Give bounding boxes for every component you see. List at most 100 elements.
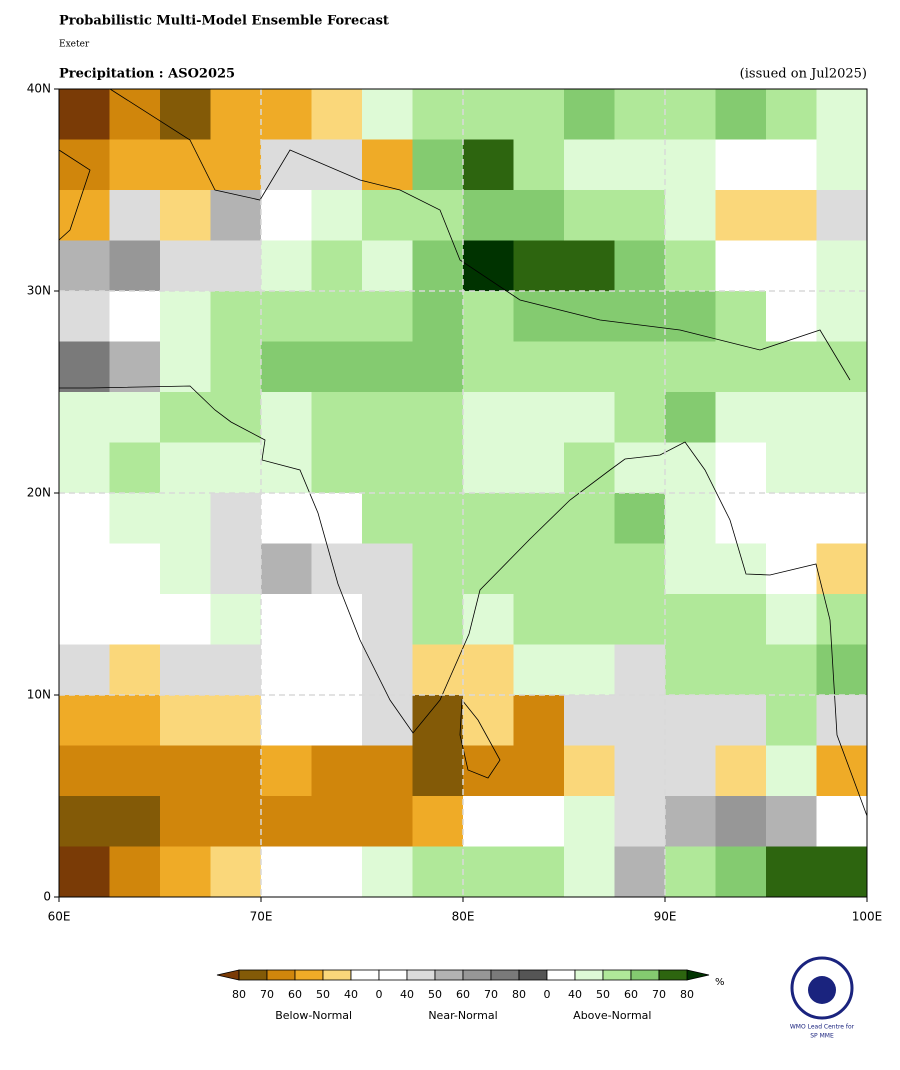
- cell: [59, 89, 110, 140]
- cell: [715, 846, 767, 898]
- cell: [59, 695, 110, 746]
- colorbar-label: 80: [232, 988, 246, 1001]
- cell: [513, 594, 565, 645]
- cell: [261, 695, 312, 746]
- cell: [715, 291, 767, 342]
- cell: [463, 139, 514, 191]
- cell: [261, 745, 312, 797]
- cell: [665, 543, 716, 595]
- colorbar-label: 60: [456, 988, 470, 1001]
- cell: [160, 644, 211, 696]
- cell: [160, 291, 211, 342]
- logo-text: WMO Lead Centre for: [790, 1024, 855, 1031]
- cell: [715, 341, 767, 393]
- cell: [160, 240, 211, 292]
- cell: [311, 695, 363, 746]
- colorbar-box: [406, 969, 436, 981]
- cell: [412, 392, 464, 443]
- cell: [614, 644, 666, 696]
- cell: [109, 846, 161, 898]
- cell: [109, 240, 161, 292]
- x-tick-label: 80E: [452, 910, 475, 924]
- cell: [665, 594, 716, 645]
- cell: [513, 442, 565, 494]
- cell: [614, 89, 666, 140]
- sri-lanka: [459, 698, 501, 779]
- colorbar-label: 40: [344, 988, 358, 1001]
- cell: [564, 745, 615, 797]
- cell: [816, 695, 868, 746]
- cell: [261, 543, 312, 595]
- cell: [513, 89, 565, 140]
- cell: [311, 846, 363, 898]
- colorbar-box: [350, 969, 380, 981]
- variable: Precipitation : ASO2025: [59, 67, 235, 82]
- cell: [463, 392, 514, 443]
- cell: [311, 139, 363, 191]
- cell: [210, 392, 262, 443]
- cell: [463, 493, 514, 544]
- colorbar-label: 80: [680, 988, 694, 1001]
- cell: [665, 392, 716, 443]
- cell: [564, 341, 615, 393]
- cell: [210, 240, 262, 292]
- colorbar-label: 50: [316, 988, 330, 1001]
- cell: [614, 745, 666, 797]
- cell: [160, 594, 211, 645]
- cell: [210, 745, 262, 797]
- cell: [109, 139, 161, 191]
- cell: [160, 139, 211, 191]
- cell: [261, 846, 312, 898]
- cell: [614, 442, 666, 494]
- cell: [463, 291, 514, 342]
- cell: [513, 190, 565, 241]
- cell: [665, 240, 716, 292]
- cell: [59, 594, 110, 645]
- cell: [665, 190, 716, 241]
- cell: [109, 190, 161, 241]
- cell: [715, 543, 767, 595]
- cell: [766, 846, 817, 898]
- cell: [766, 493, 817, 544]
- cell: [210, 89, 262, 140]
- cell: [816, 543, 868, 595]
- cell: [766, 291, 817, 342]
- cell: [311, 493, 363, 544]
- cell: [816, 291, 868, 342]
- border-line: [58, 149, 91, 241]
- cell: [311, 89, 363, 140]
- cell: [109, 543, 161, 595]
- colorbar-label: 80: [512, 988, 526, 1001]
- cell: [362, 291, 413, 342]
- cell: [665, 796, 716, 847]
- cell: [412, 796, 464, 847]
- cell: [564, 392, 615, 443]
- cell: [614, 594, 666, 645]
- cell: [715, 89, 767, 140]
- cell: [362, 745, 413, 797]
- cell: [59, 291, 110, 342]
- cell: [210, 190, 262, 241]
- cell: [362, 493, 413, 544]
- cell: [513, 240, 565, 292]
- cell: [715, 442, 767, 494]
- colorbar-box: [462, 969, 492, 981]
- cell: [311, 240, 363, 292]
- cell: [109, 392, 161, 443]
- border-line: [109, 88, 851, 381]
- cell: [311, 392, 363, 443]
- cell: [311, 796, 363, 847]
- cell: [513, 846, 565, 898]
- cell: [109, 341, 161, 393]
- cell: [311, 594, 363, 645]
- cell: [362, 695, 413, 746]
- cell: [614, 846, 666, 898]
- colorbar-label: 60: [624, 988, 638, 1001]
- issued: (issued on Jul2025): [740, 67, 867, 82]
- cell: [160, 190, 211, 241]
- cell: [210, 291, 262, 342]
- cell: [766, 796, 817, 847]
- cell: [614, 796, 666, 847]
- cell: [766, 745, 817, 797]
- colorbar-label: 0: [376, 988, 383, 1001]
